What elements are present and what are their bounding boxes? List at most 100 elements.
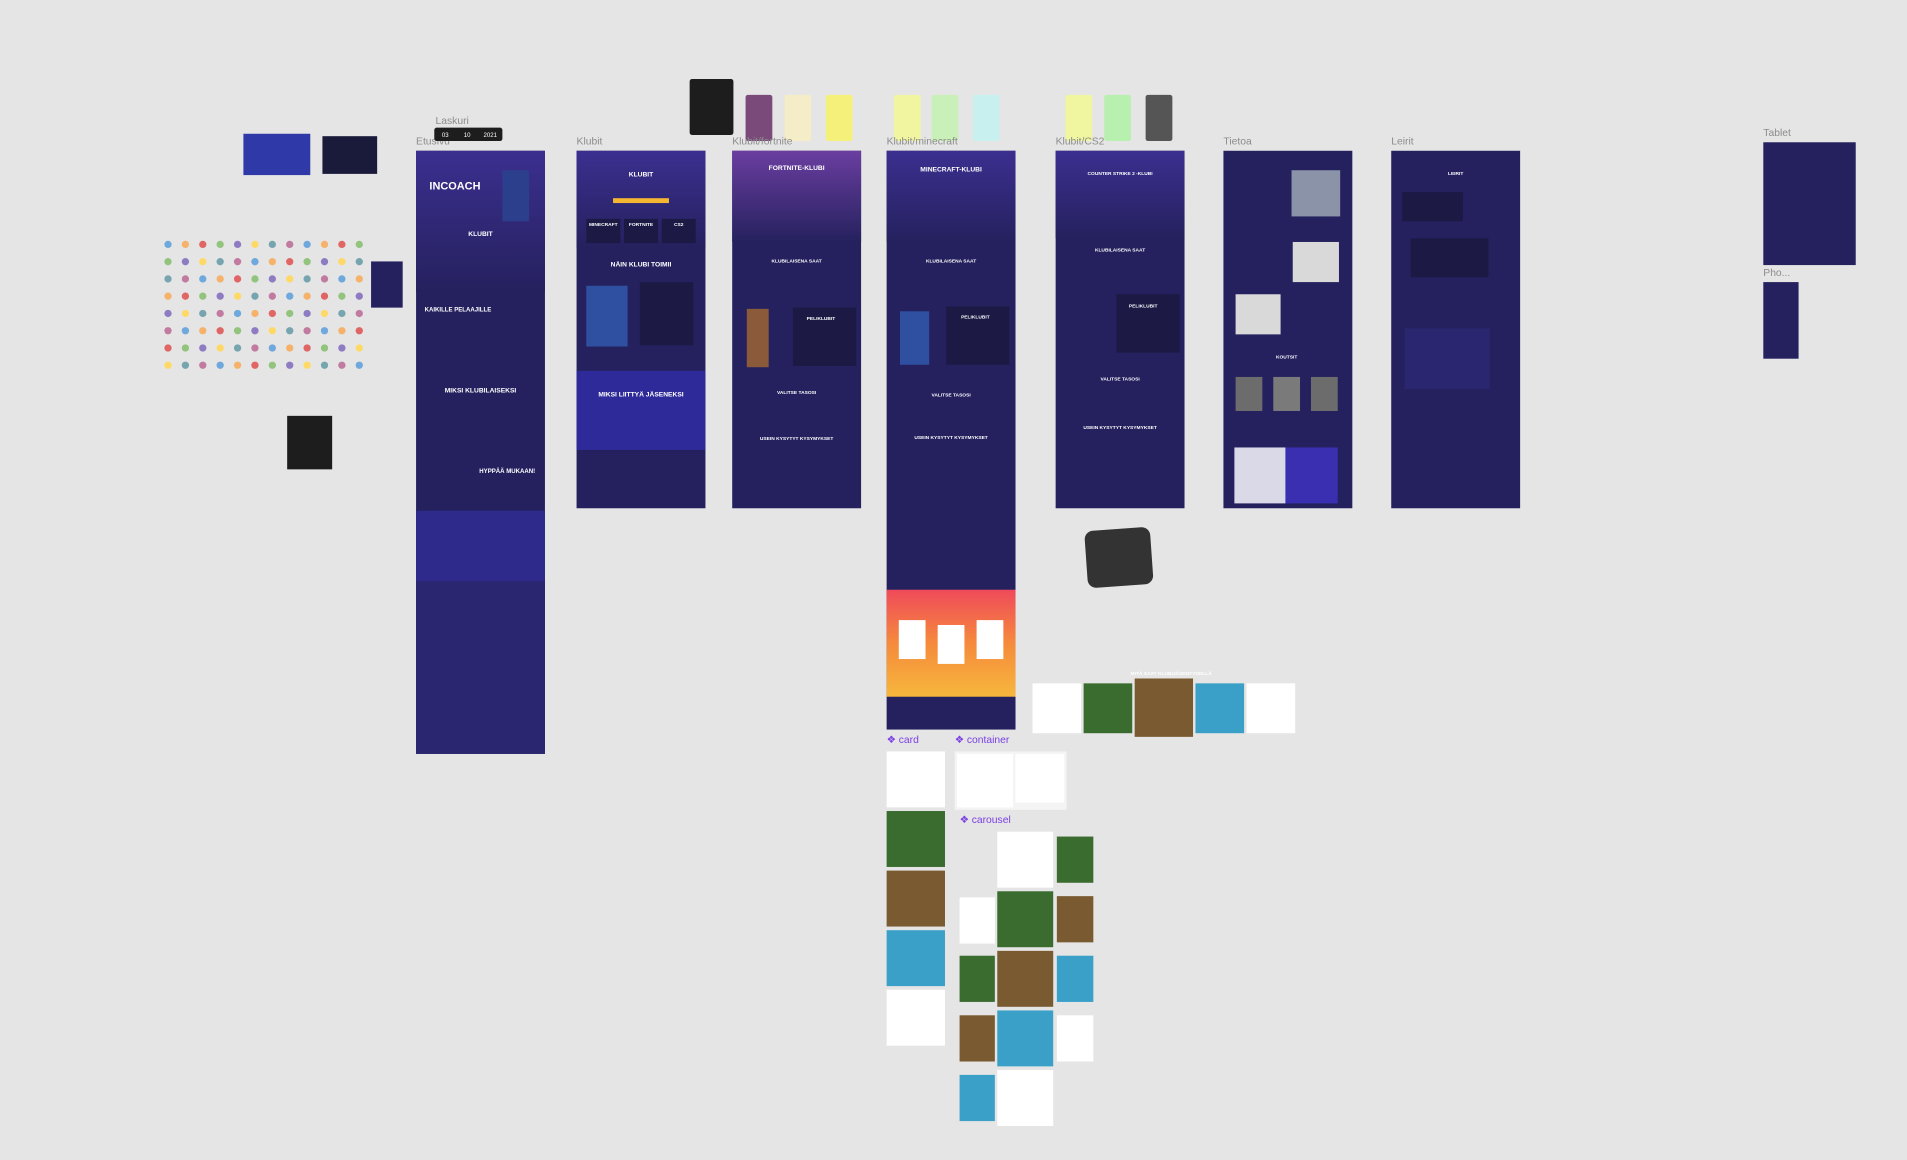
club-card[interactable] xyxy=(661,218,696,244)
camp-card[interactable] xyxy=(1402,192,1463,222)
sticky-note xyxy=(893,94,921,142)
info-card xyxy=(946,306,1010,365)
frame-label[interactable]: Klubit xyxy=(577,137,603,148)
icon xyxy=(286,344,294,352)
frame-etusivu[interactable]: INCOACH KLUBIT KAIKILLE PELAAJILLE MIKSI… xyxy=(416,150,545,754)
promo-card[interactable] xyxy=(898,620,926,660)
frame-minecraft[interactable]: MINECRAFT-KLUBI KLUBILAISENA SAAT PELIKL… xyxy=(886,150,1016,730)
character xyxy=(586,285,628,347)
card xyxy=(1246,683,1296,734)
placeholder xyxy=(1235,294,1281,335)
thumbnail xyxy=(322,136,378,174)
frame-phone[interactable] xyxy=(1763,282,1799,359)
club-card[interactable] xyxy=(586,218,621,244)
icon xyxy=(199,275,207,283)
dark-shape[interactable] xyxy=(1084,527,1154,589)
coach-photo xyxy=(1235,376,1263,411)
icon xyxy=(216,344,224,352)
card xyxy=(886,930,945,987)
icon xyxy=(216,327,224,335)
icon xyxy=(164,361,172,369)
section-title: KLUBILAISENA SAAT xyxy=(1095,248,1145,254)
carousel-heading: MITÄ SAAT KLUBIJÄSENYYDELLÄ xyxy=(1131,670,1213,677)
icon xyxy=(181,327,190,335)
section-title: USEIN KYSYTYT KYSYMYKSET xyxy=(914,435,987,441)
promo-card[interactable] xyxy=(937,624,965,664)
icon xyxy=(355,240,363,249)
counter-box[interactable] xyxy=(434,127,503,142)
frame-label[interactable]: Tietoa xyxy=(1223,137,1252,148)
frame-label[interactable]: Pho... xyxy=(1763,268,1790,279)
icon xyxy=(233,275,242,283)
icon xyxy=(164,275,172,283)
icon xyxy=(268,240,276,249)
icon xyxy=(251,292,259,300)
card xyxy=(1134,678,1194,737)
frame-label[interactable]: Tablet xyxy=(1763,128,1791,139)
frame-label[interactable]: Klubit/minecraft xyxy=(887,137,958,148)
placeholder xyxy=(1292,241,1339,283)
carousel-slide xyxy=(1056,896,1094,943)
frame-label[interactable]: Etusivu xyxy=(416,137,450,148)
icon xyxy=(233,292,242,300)
photo xyxy=(1291,170,1341,217)
icon xyxy=(216,292,224,300)
frame-label[interactable]: Klubit/fortnite xyxy=(732,137,793,148)
card xyxy=(886,751,945,808)
icon xyxy=(303,309,311,318)
icon xyxy=(268,309,276,318)
club-name: FORTNITE xyxy=(629,222,654,228)
icon xyxy=(303,292,311,300)
icon xyxy=(338,309,346,318)
section-title: PELIKLUBIT xyxy=(807,316,836,322)
icon xyxy=(338,361,346,369)
icon xyxy=(286,240,294,249)
icon xyxy=(164,240,172,249)
component-label[interactable]: ❖ carousel xyxy=(960,815,1011,826)
sticky-note xyxy=(1065,94,1093,142)
frame-label[interactable]: Klubit/CS2 xyxy=(1056,137,1105,148)
icon xyxy=(216,361,224,369)
club-card[interactable] xyxy=(623,218,659,244)
icon xyxy=(233,344,242,352)
card xyxy=(886,811,945,867)
icon xyxy=(181,240,190,249)
character xyxy=(502,170,530,222)
card xyxy=(1083,683,1133,734)
frame-leirit[interactable]: LEIRIT xyxy=(1391,150,1521,509)
icon xyxy=(181,258,190,266)
frame-label[interactable]: Leirit xyxy=(1391,137,1414,148)
footer xyxy=(416,510,545,582)
frame-tietoa[interactable]: KOUTSIT xyxy=(1223,150,1353,509)
section-title: KOUTSIT xyxy=(1276,355,1297,361)
frame-fortnite[interactable]: FORTNITE-KLUBI KLUBILAISENA SAAT PELIKLU… xyxy=(732,150,862,509)
camp-card[interactable] xyxy=(1410,238,1489,278)
icon xyxy=(233,327,242,335)
carousel-preview[interactable]: MITÄ SAAT KLUBIJÄSENYYDELLÄ xyxy=(1032,670,1296,737)
icon xyxy=(303,258,311,266)
sticky-note xyxy=(745,94,773,142)
icon xyxy=(268,327,276,335)
icon xyxy=(303,240,311,249)
page-title: LEIRIT xyxy=(1448,171,1463,177)
sticky-note xyxy=(689,79,734,135)
frame-klubit[interactable]: KLUBIT MINECRAFT FORTNITE CS2 NÄIN KLUBI… xyxy=(576,150,706,509)
hero xyxy=(732,150,862,242)
carousel-slide xyxy=(997,831,1054,888)
icon xyxy=(251,309,259,318)
icon xyxy=(181,309,190,318)
promo-card[interactable] xyxy=(976,620,1004,660)
form[interactable] xyxy=(1234,447,1286,504)
icon xyxy=(338,327,346,335)
frame-tablet[interactable] xyxy=(1763,142,1856,266)
section-title: PELIKLUBIT xyxy=(961,315,990,321)
frame-label[interactable]: Laskuri xyxy=(436,116,469,127)
component-label[interactable]: ❖ container xyxy=(955,735,1010,746)
button[interactable] xyxy=(613,198,669,204)
frame-cs2[interactable]: COUNTER STRIKE 2 -KLUBI KLUBILAISENA SAA… xyxy=(1055,150,1185,509)
component-label[interactable]: ❖ card xyxy=(887,735,919,746)
icon xyxy=(303,344,311,352)
icon xyxy=(251,275,259,283)
icon xyxy=(164,292,172,300)
info-card xyxy=(792,307,857,366)
